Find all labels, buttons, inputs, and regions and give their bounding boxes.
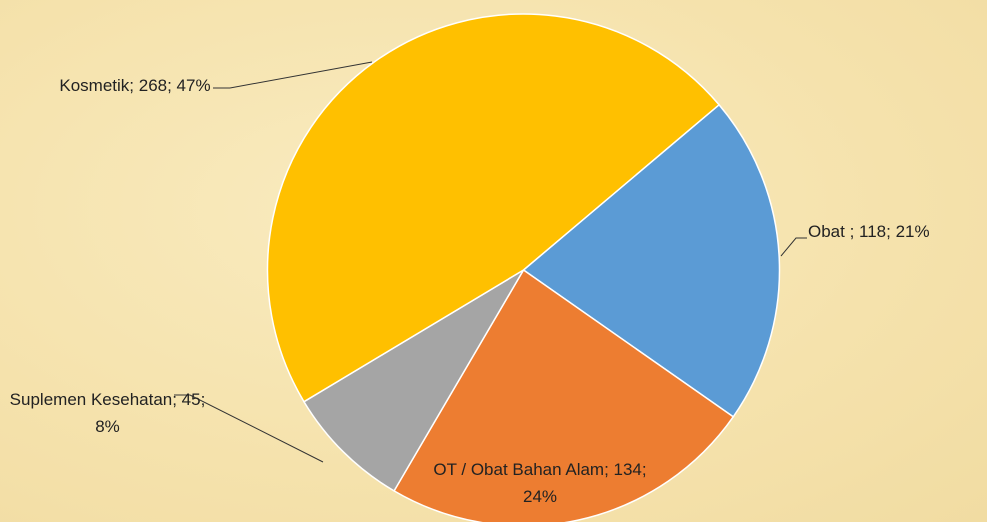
pie-slice <box>266 13 721 403</box>
data-label: Obat ; 118; 21% <box>808 222 930 241</box>
leader-line <box>780 237 807 257</box>
data-label: OT / Obat Bahan Alam; 134; 24% <box>433 460 647 506</box>
pie-slice <box>522 103 781 418</box>
pie-slice <box>302 269 525 492</box>
leader-line <box>174 394 324 463</box>
pie-slice <box>393 268 735 522</box>
data-label: Suplemen Kesehatan; 45; 8% <box>9 390 206 436</box>
leader-line <box>213 61 373 89</box>
data-label: Kosmetik; 268; 47% <box>59 76 211 95</box>
